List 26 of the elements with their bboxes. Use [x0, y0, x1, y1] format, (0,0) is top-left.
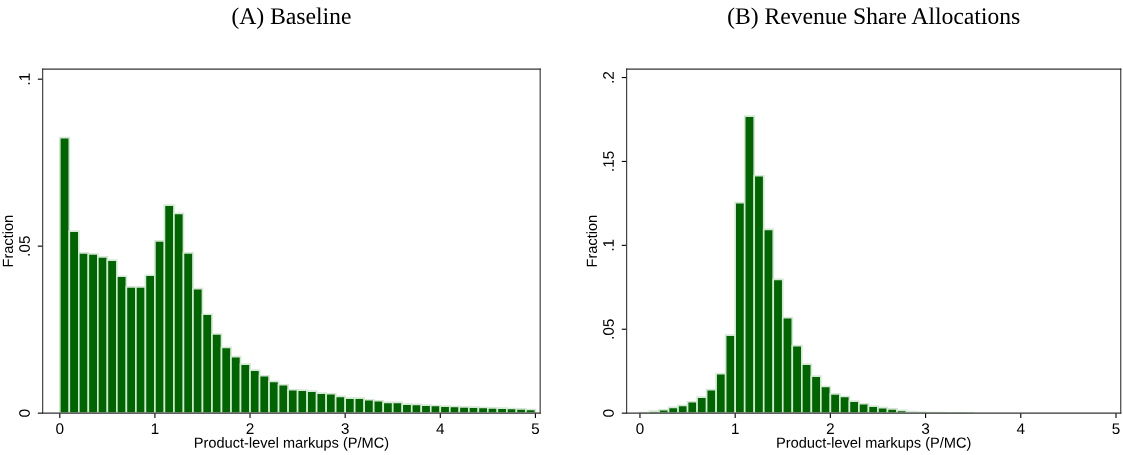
x-tick-label: 4: [1016, 423, 1025, 434]
y-tick-label: .1: [19, 73, 30, 85]
x-tick-label: 0: [56, 423, 64, 435]
y-axis-title: Fraction: [586, 215, 598, 267]
x-tick-label: 3: [341, 423, 349, 435]
y-tick-label: 0: [603, 409, 614, 417]
x-tick-label: 1: [151, 423, 159, 434]
x-tick-label: 4: [436, 423, 445, 434]
y-tick-label: .05: [603, 319, 614, 339]
chart-title: (B) Revenue Share Allocations: [728, 7, 1020, 29]
x-tick-label: 3: [921, 423, 930, 435]
y-tick-label: .1: [603, 239, 614, 251]
x-tick-label: 0: [636, 423, 644, 435]
y-axis-title: Fraction: [2, 215, 14, 267]
chart-title: (A) Baseline: [232, 7, 351, 29]
x-tick-label: 5: [1112, 423, 1120, 435]
y-tick-label: .2: [603, 71, 614, 83]
y-tick-label: .05: [19, 236, 30, 256]
x-tick-label: 1: [732, 423, 739, 434]
x-axis-title: Product-level markups (P/MC): [194, 437, 389, 451]
x-tick-label: 2: [826, 423, 834, 434]
x-axis-title: Product-level markups (P/MC): [777, 437, 971, 451]
x-tick-label: 5: [531, 423, 540, 435]
y-tick-label: 0: [19, 409, 30, 417]
x-tick-label: 2: [246, 423, 254, 434]
y-tick-label: .15: [603, 151, 614, 171]
